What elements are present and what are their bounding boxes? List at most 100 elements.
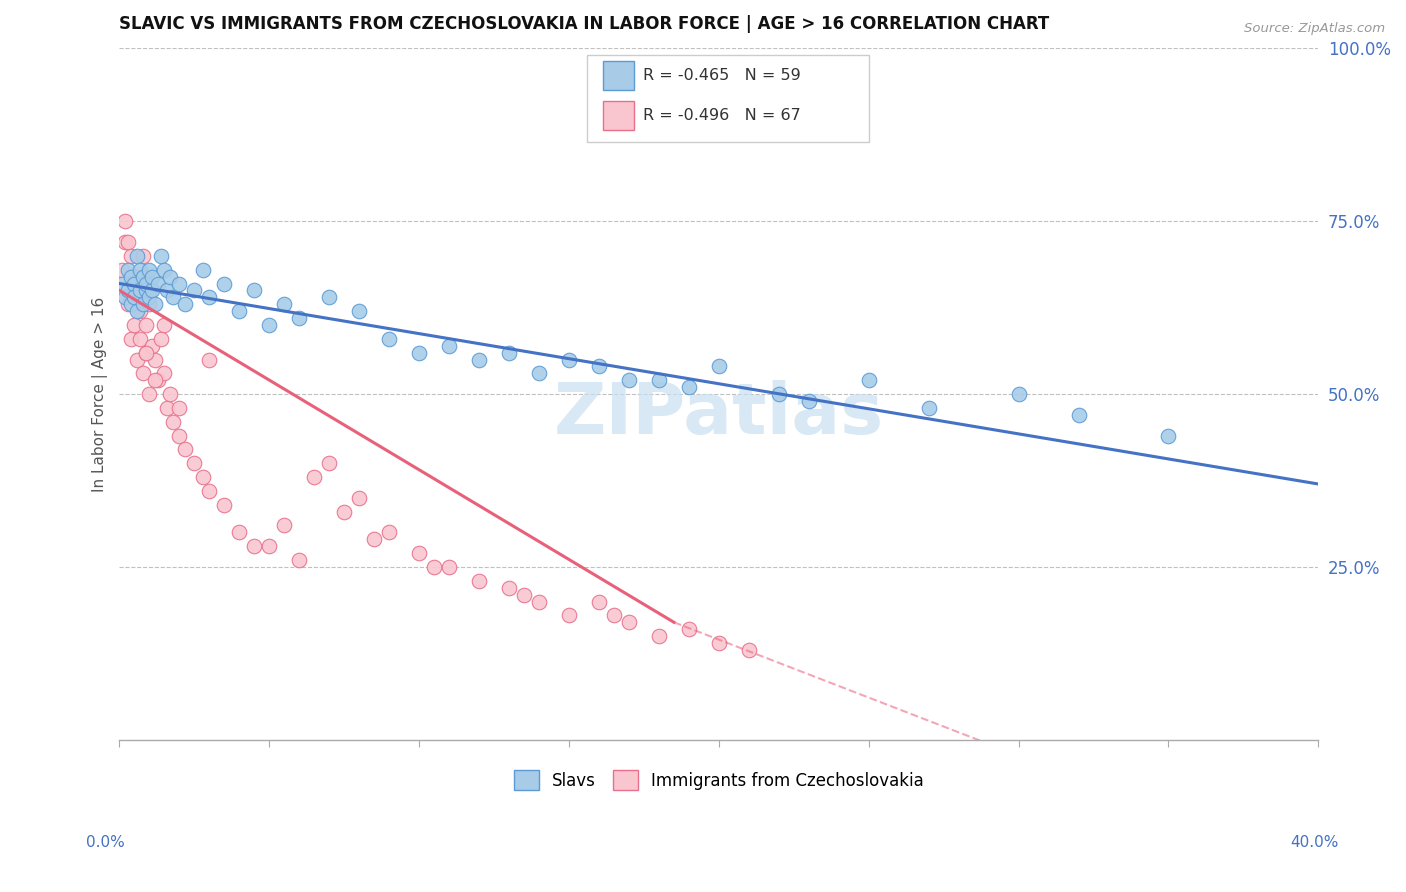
Point (124, 290, 146, 304)
Legend: Slavs, Immigrants from Czechoslovakia: Slavs, Immigrants from Czechoslovakia (508, 764, 931, 797)
Point (127, 304, 149, 318)
Point (214, 277, 236, 291)
Point (603, 608, 626, 623)
Point (127, 284, 149, 298)
Point (153, 318, 176, 332)
FancyBboxPatch shape (603, 101, 634, 130)
Point (135, 345, 157, 359)
Text: ZIPatlas: ZIPatlas (554, 380, 884, 450)
Point (111, 277, 134, 291)
Point (138, 387, 160, 401)
Point (129, 284, 152, 298)
Point (156, 401, 179, 415)
Point (214, 498, 236, 512)
Point (228, 304, 250, 318)
Point (198, 352, 221, 367)
Point (273, 518, 295, 533)
Point (797, 394, 820, 409)
Y-axis label: In Labor Force | Age > 16: In Labor Force | Age > 16 (93, 296, 108, 491)
Point (127, 352, 149, 367)
Point (120, 332, 142, 346)
Point (468, 574, 491, 588)
Point (150, 249, 173, 263)
Point (169, 277, 191, 291)
Point (318, 456, 340, 470)
Point (114, 290, 136, 304)
Text: Source: ZipAtlas.com: Source: ZipAtlas.com (1244, 22, 1385, 36)
FancyBboxPatch shape (586, 55, 869, 142)
Text: R = -0.496   N = 67: R = -0.496 N = 67 (644, 108, 801, 123)
Point (243, 539, 266, 553)
Point (153, 262, 176, 277)
Point (648, 629, 671, 643)
Point (707, 636, 730, 650)
Point (153, 367, 176, 381)
Point (169, 401, 191, 415)
Point (333, 505, 356, 519)
Point (174, 297, 197, 311)
Text: R = -0.465   N = 59: R = -0.465 N = 59 (644, 69, 801, 83)
Point (145, 297, 167, 311)
Point (858, 373, 880, 387)
Point (1007, 387, 1029, 401)
Point (259, 318, 281, 332)
Point (527, 594, 550, 608)
Point (1157, 428, 1180, 442)
Point (138, 297, 160, 311)
Point (588, 594, 610, 608)
Point (183, 284, 205, 298)
Point (117, 297, 139, 311)
Point (111, 262, 134, 277)
Point (135, 277, 157, 291)
Point (162, 415, 184, 429)
Point (378, 525, 401, 540)
Point (527, 367, 550, 381)
Point (423, 560, 446, 574)
Point (273, 297, 295, 311)
Point (228, 525, 250, 540)
Point (174, 442, 197, 457)
Point (408, 345, 430, 359)
Point (132, 284, 155, 298)
Point (347, 491, 370, 505)
Point (135, 345, 157, 359)
Point (138, 262, 160, 277)
Point (135, 284, 157, 298)
Point (648, 373, 671, 387)
Point (304, 470, 326, 484)
Text: 0.0%: 0.0% (86, 836, 125, 850)
Point (141, 284, 163, 298)
Text: SLAVIC VS IMMIGRANTS FROM CZECHOSLOVAKIA IN LABOR FORCE | AGE > 16 CORRELATION C: SLAVIC VS IMMIGRANTS FROM CZECHOSLOVAKIA… (120, 15, 1050, 33)
Point (498, 345, 520, 359)
Point (132, 297, 155, 311)
Point (169, 428, 191, 442)
Point (120, 297, 142, 311)
Point (141, 339, 163, 353)
Point (288, 311, 311, 326)
Point (127, 249, 149, 263)
Point (132, 269, 155, 284)
Point (347, 304, 370, 318)
Point (117, 262, 139, 277)
Point (498, 581, 520, 595)
Point (135, 318, 157, 332)
Point (917, 401, 939, 415)
Point (378, 332, 401, 346)
Point (617, 373, 640, 387)
Point (124, 290, 146, 304)
Point (148, 373, 170, 387)
Point (132, 367, 155, 381)
Point (243, 284, 266, 298)
Point (588, 359, 610, 374)
Point (318, 290, 340, 304)
Point (129, 304, 152, 318)
Point (145, 373, 167, 387)
Point (288, 553, 311, 567)
Point (145, 352, 167, 367)
Point (1067, 408, 1090, 422)
Point (162, 290, 184, 304)
Point (156, 284, 179, 298)
Point (738, 643, 761, 657)
Point (124, 277, 146, 291)
FancyBboxPatch shape (603, 62, 634, 90)
